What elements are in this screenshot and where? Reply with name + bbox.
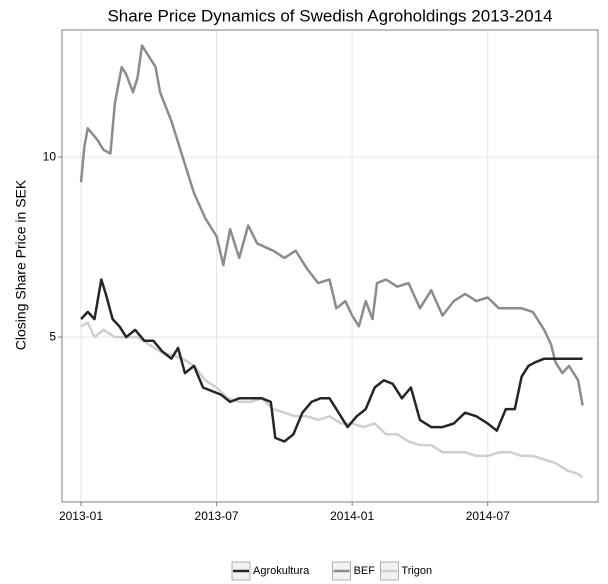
line-series: [79, 44, 584, 406]
legend-label: Agrokultura: [253, 565, 310, 577]
legend-label: BEF: [354, 565, 376, 577]
y-tick-label: 10: [43, 149, 57, 163]
line-series: [80, 321, 584, 479]
x-tick-label: 2014-07: [466, 509, 510, 523]
legend: Agrokultura BEF Trigon: [231, 561, 432, 581]
legend-label: Trigon: [401, 565, 432, 577]
x-tick-label: 2014-01: [330, 509, 374, 523]
y-axis-label: Closing Share Price in SEK: [13, 179, 29, 350]
line-series: [80, 278, 583, 443]
y-tick-label: 5: [49, 329, 56, 343]
x-tick-label: 2013-01: [59, 509, 103, 523]
chart-title: Share Price Dynamics of Swedish Agrohold…: [107, 6, 552, 25]
x-tick-label: 2013-07: [195, 509, 239, 523]
plot-border: [61, 29, 599, 503]
